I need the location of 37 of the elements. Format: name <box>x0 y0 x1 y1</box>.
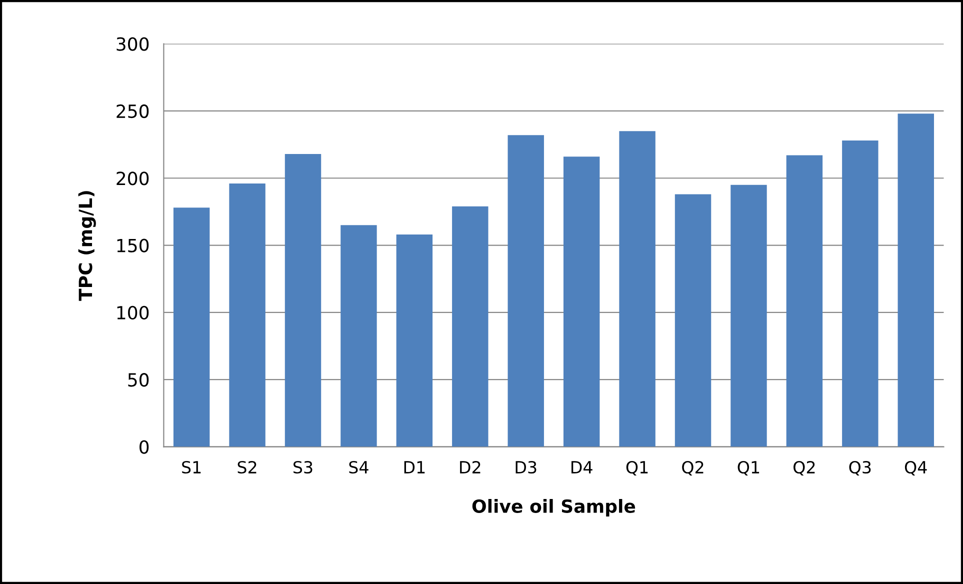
bar <box>173 208 210 447</box>
x-axis-title: Olive oil Sample <box>472 499 636 516</box>
bar <box>898 114 934 447</box>
y-tick-label: 0 <box>140 440 149 454</box>
bar <box>563 156 600 447</box>
x-tick-label: S3 <box>294 460 312 474</box>
x-tick-label: S1 <box>182 460 201 474</box>
bar <box>674 194 712 447</box>
x-tick-label: D1 <box>404 461 425 474</box>
bar <box>452 206 488 447</box>
bar <box>786 155 823 447</box>
x-tick-label: Q2 <box>794 460 815 476</box>
bar <box>842 140 878 447</box>
y-tick-label: 200 <box>116 172 149 186</box>
bar <box>229 183 266 447</box>
x-tick-label: Q1 <box>626 460 648 476</box>
x-tick-label: Q2 <box>682 460 704 476</box>
x-tick-label: Q4 <box>904 460 927 476</box>
y-axis-title: TPC (mg/L) <box>78 191 96 301</box>
bar <box>340 225 377 447</box>
x-tick-label: Q1 <box>738 460 760 476</box>
x-tick-label: D2 <box>460 460 480 474</box>
x-tick-label: Q3 <box>849 460 871 476</box>
y-tick-label: 50 <box>128 373 149 387</box>
x-tick-label: D3 <box>516 460 536 474</box>
y-tick-label: 100 <box>117 306 149 320</box>
x-tick-label: S2 <box>238 460 256 474</box>
bar <box>508 135 544 447</box>
y-tick-label: 150 <box>117 238 149 252</box>
x-tick-label: D4 <box>572 461 592 474</box>
bar <box>396 234 433 447</box>
x-tick-label: S4 <box>349 460 368 474</box>
bar <box>730 184 767 447</box>
bar <box>284 154 322 447</box>
y-tick-label: 300 <box>116 37 149 51</box>
y-tick-label: 250 <box>116 104 149 118</box>
bar <box>619 131 656 447</box>
